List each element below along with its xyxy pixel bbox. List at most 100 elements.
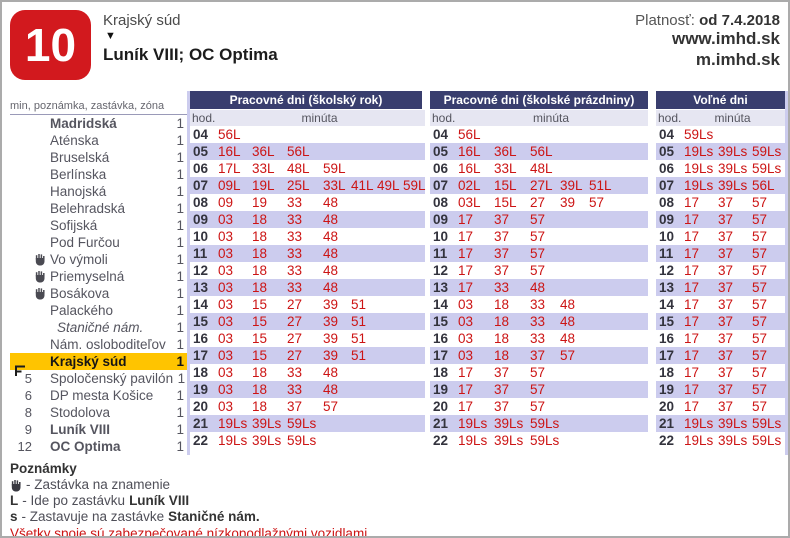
stop-row[interactable]: Aténska 1 — [10, 132, 187, 149]
stop-row[interactable]: Berlínska 1 — [10, 166, 187, 183]
departure-minute[interactable]: 39Ls — [718, 144, 748, 159]
departure-minute[interactable]: 39 — [323, 331, 339, 346]
departure-minute[interactable]: 16L — [218, 144, 241, 159]
departure-minute[interactable]: 19Ls — [218, 433, 248, 448]
departure-minute[interactable]: 17L — [218, 161, 241, 176]
departure-minute[interactable]: 33 — [287, 280, 303, 295]
departure-minute[interactable]: 17 — [684, 212, 700, 227]
departure-minute[interactable]: 36L — [252, 144, 275, 159]
departure-minute[interactable]: 59L — [323, 161, 346, 176]
departure-minute[interactable]: 16L — [458, 144, 481, 159]
departure-minute[interactable]: 39Ls — [718, 416, 748, 431]
departure-minute[interactable]: 18 — [252, 212, 268, 227]
departure-minute[interactable]: 48 — [323, 382, 339, 397]
departure-minute[interactable]: 03 — [218, 382, 234, 397]
departure-minute[interactable]: 59Ls — [752, 416, 782, 431]
departure-minute[interactable]: 19Ls — [684, 161, 714, 176]
departure-minute[interactable]: 37 — [494, 212, 510, 227]
departure-minute[interactable]: 39L — [560, 178, 583, 193]
departure-minute[interactable]: 36L — [494, 144, 517, 159]
departure-minute[interactable]: 37 — [287, 399, 303, 414]
departure-minute[interactable]: 18 — [252, 382, 268, 397]
departure-minute[interactable]: 39Ls — [494, 416, 524, 431]
stop-row[interactable]: 5 Spoločenský pavilón 1 — [10, 370, 187, 387]
departure-minute[interactable]: 51 — [351, 348, 367, 363]
departure-minute[interactable]: 39Ls — [494, 433, 524, 448]
departure-minute[interactable]: 57 — [752, 399, 768, 414]
departure-minute[interactable]: 37 — [718, 212, 734, 227]
stop-name-link[interactable]: Aténska — [50, 133, 99, 148]
stop-row[interactable]: Bosákova 1 — [10, 285, 187, 302]
departure-minute[interactable]: 57 — [752, 229, 768, 244]
departure-minute[interactable]: 48 — [323, 246, 339, 261]
departure-minute[interactable]: 18 — [494, 331, 510, 346]
departure-minute[interactable]: 17 — [458, 263, 474, 278]
departure-minute[interactable]: 17 — [684, 348, 700, 363]
departure-minute[interactable]: 37 — [718, 229, 734, 244]
departure-minute[interactable]: 37 — [718, 246, 734, 261]
departure-minute[interactable]: 15 — [252, 314, 268, 329]
departure-minute[interactable]: 17 — [684, 263, 700, 278]
departure-minute[interactable]: 03 — [218, 229, 234, 244]
departure-minute[interactable]: 33 — [530, 314, 546, 329]
departure-minute[interactable]: 57 — [560, 348, 576, 363]
departure-minute[interactable]: 37 — [494, 365, 510, 380]
stop-name-link[interactable]: Priemyselná — [50, 269, 125, 284]
departure-minute[interactable]: 59Ls — [752, 433, 782, 448]
departure-minute[interactable]: 37 — [718, 382, 734, 397]
departure-minute[interactable]: 17 — [458, 399, 474, 414]
departure-minute[interactable]: 39Ls — [718, 433, 748, 448]
departure-minute[interactable]: 03 — [218, 348, 234, 363]
stop-name-link[interactable]: OC Optima — [50, 439, 121, 454]
departure-minute[interactable]: 18 — [252, 229, 268, 244]
departure-minute[interactable]: 17 — [684, 382, 700, 397]
departure-minute[interactable]: 17 — [684, 399, 700, 414]
departure-minute[interactable]: 39Ls — [252, 416, 282, 431]
stop-name-link[interactable]: Spoločenský pavilón — [50, 371, 174, 386]
departure-minute[interactable]: 03 — [218, 212, 234, 227]
departure-minute[interactable]: 27 — [287, 331, 303, 346]
departure-minute[interactable]: 48 — [323, 229, 339, 244]
departure-minute[interactable]: 51L — [589, 178, 612, 193]
departure-minute[interactable]: 37 — [718, 280, 734, 295]
departure-minute[interactable]: 03 — [218, 280, 234, 295]
departure-minute[interactable]: 39 — [323, 314, 339, 329]
departure-minute[interactable]: 15 — [252, 297, 268, 312]
departure-minute[interactable]: 59Ls — [752, 161, 782, 176]
departure-minute[interactable]: 03 — [218, 331, 234, 346]
departure-minute[interactable]: 59L — [403, 178, 426, 193]
departure-minute[interactable]: 17 — [684, 314, 700, 329]
departure-minute[interactable]: 57 — [752, 314, 768, 329]
departure-minute[interactable]: 57 — [752, 348, 768, 363]
departure-minute[interactable]: 48 — [530, 280, 546, 295]
departure-minute[interactable]: 18 — [252, 365, 268, 380]
departure-minute[interactable]: 37 — [718, 365, 734, 380]
departure-minute[interactable]: 39Ls — [252, 433, 282, 448]
departure-minute[interactable]: 56L — [218, 127, 241, 142]
departure-minute[interactable]: 19L — [252, 178, 275, 193]
departure-minute[interactable]: 33 — [287, 195, 303, 210]
stop-name-link[interactable]: Bosákova — [50, 286, 110, 301]
departure-minute[interactable]: 16L — [458, 161, 481, 176]
departure-minute[interactable]: 48 — [323, 365, 339, 380]
stop-name-link[interactable]: Krajský súd — [50, 354, 127, 369]
departure-minute[interactable]: 51 — [351, 297, 367, 312]
departure-minute[interactable]: 37 — [718, 331, 734, 346]
stop-name-link[interactable]: Nám. osloboditeľov — [50, 337, 166, 352]
departure-minute[interactable]: 48L — [287, 161, 310, 176]
departure-minute[interactable]: 57 — [752, 195, 768, 210]
departure-minute[interactable]: 27 — [287, 348, 303, 363]
departure-minute[interactable]: 39Ls — [718, 161, 748, 176]
departure-minute[interactable]: 56L — [530, 144, 553, 159]
stop-name-link[interactable]: Pod Furčou — [50, 235, 120, 250]
departure-minute[interactable]: 57 — [589, 195, 605, 210]
stop-row[interactable]: 6 DP mesta Košice 1 — [10, 387, 187, 404]
departure-minute[interactable]: 19Ls — [458, 416, 488, 431]
stop-name-link[interactable]: Palackého — [50, 303, 114, 318]
departure-minute[interactable]: 17 — [458, 280, 474, 295]
departure-minute[interactable]: 33 — [287, 229, 303, 244]
departure-minute[interactable]: 19Ls — [458, 433, 488, 448]
departure-minute[interactable]: 17 — [684, 195, 700, 210]
departure-minute[interactable]: 19Ls — [684, 416, 714, 431]
stop-row[interactable]: Staničné nám. 1 — [10, 319, 187, 336]
